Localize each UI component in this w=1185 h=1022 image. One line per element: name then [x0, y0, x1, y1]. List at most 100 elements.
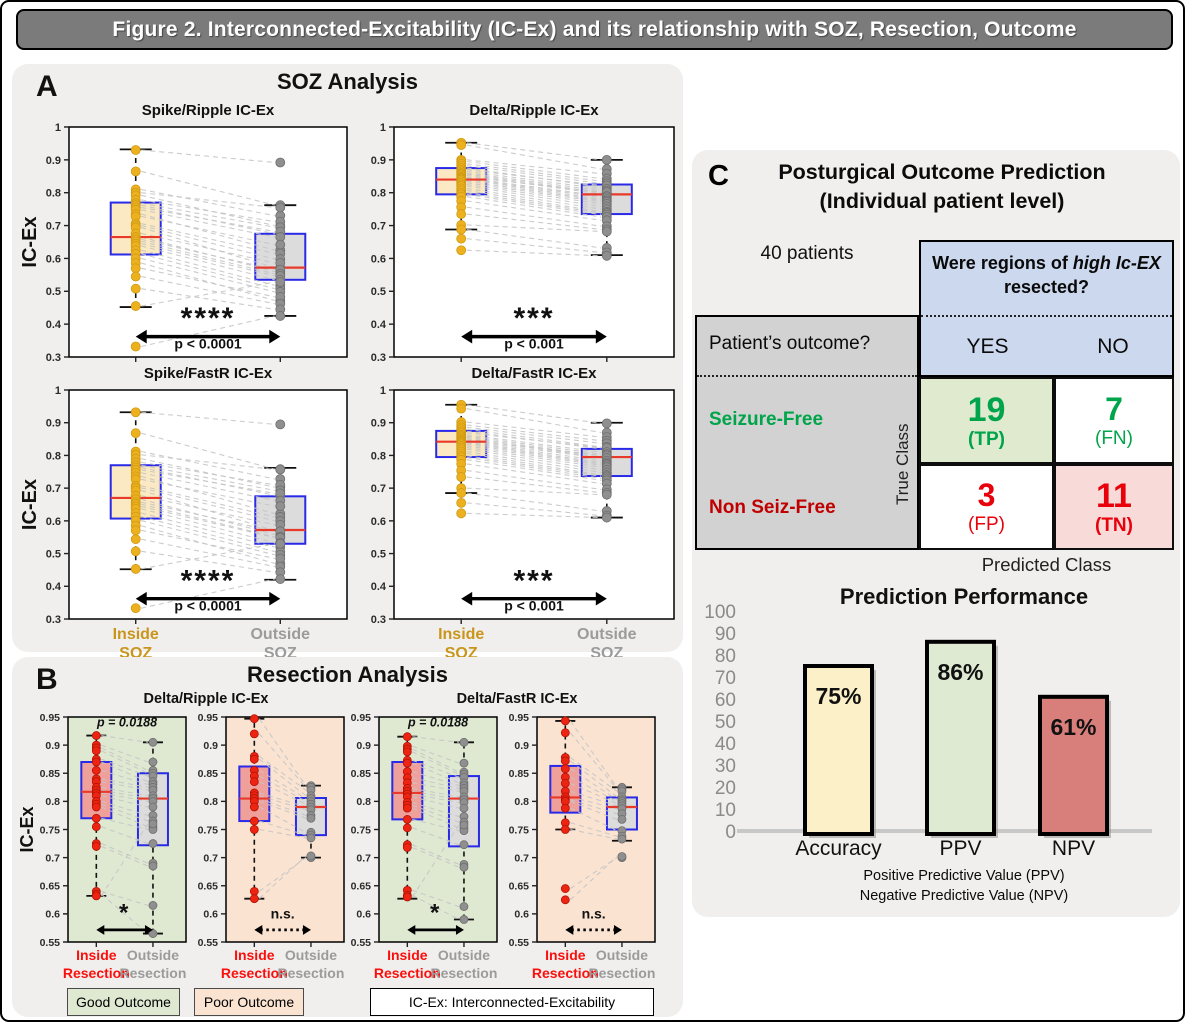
svg-text:Prediction Performance: Prediction Performance	[840, 584, 1088, 609]
bar-ppv: 86% PPV	[925, 639, 998, 860]
matrix-header-divider	[921, 315, 1172, 317]
svg-text:0.9: 0.9	[46, 418, 61, 430]
figure-title-bar: Figure 2. Interconnected-Excitability (I…	[16, 9, 1173, 50]
svg-text:Resection: Resection	[532, 965, 599, 981]
tn-tag: (TN)	[1095, 515, 1133, 537]
fp-tag: (FP)	[968, 514, 1005, 536]
svg-text:p < 0.0001: p < 0.0001	[174, 335, 242, 351]
svg-text:Spike/Ripple IC-Ex: Spike/Ripple IC-Ex	[142, 102, 275, 119]
svg-text:0.9: 0.9	[356, 740, 371, 752]
svg-text:0.85: 0.85	[198, 768, 219, 780]
panel-b-resection-analysis: B Resection Analysis 0.95 0.9 0.85 0.8 0.75 0…	[12, 657, 683, 1017]
svg-text:*: *	[430, 899, 441, 926]
svg-text:0.95: 0.95	[509, 712, 530, 724]
matrix-cell-tn: 11 (TN)	[1054, 464, 1174, 550]
svg-text:****: ****	[181, 564, 236, 597]
svg-text:n.s.: n.s.	[271, 905, 295, 921]
svg-text:0.8: 0.8	[371, 188, 386, 200]
tp-tag: (TP)	[968, 428, 1005, 450]
svg-text:0.6: 0.6	[46, 253, 61, 265]
svg-text:0.75: 0.75	[509, 824, 530, 836]
matrix-cell-tp: 19 (TP)	[919, 377, 1054, 464]
svg-text:0.65: 0.65	[351, 881, 372, 893]
svg-text:***: ***	[513, 564, 554, 597]
svg-text:0.4: 0.4	[46, 319, 62, 331]
svg-text:0.65: 0.65	[509, 881, 530, 893]
svg-text:Outside: Outside	[596, 947, 648, 963]
subplot-soz-delta-fastr: 1 0.9 0.8 0.7 0.6 0.5 0.4 0.3 Delta/FastR IC-Ex *…	[371, 365, 675, 662]
svg-text:0.3: 0.3	[371, 614, 386, 626]
matrix-row-question: Patient’s outcome?	[709, 333, 871, 354]
legend-good-outcome: Good Outcome	[67, 988, 180, 1016]
svg-text:70: 70	[715, 668, 736, 689]
subplot-resection-delta-ripple-poor: 0.95 0.9 0.85 0.8 0.75 0.7 0.65 0.6 0.55 n.s. Insi…	[198, 712, 345, 981]
svg-text:Inside: Inside	[113, 626, 159, 643]
svg-text:1: 1	[380, 385, 386, 397]
svg-text:PPV: PPV	[939, 837, 981, 860]
matrix-cell-fp: 3 (FP)	[919, 464, 1054, 550]
svg-text:Inside: Inside	[438, 626, 484, 643]
svg-text:0.65: 0.65	[40, 881, 61, 893]
svg-text:Outside: Outside	[577, 626, 637, 643]
panel-c-label: C	[708, 160, 729, 192]
svg-text:Resection: Resection	[374, 965, 441, 981]
figure-title-text: Figure 2. Interconnected-Excitability (I…	[112, 17, 1077, 41]
svg-text:0.8: 0.8	[203, 796, 218, 808]
svg-text:0.6: 0.6	[356, 909, 371, 921]
soz-boxplots-svg: 1 0.9 0.8 0.7 0.6 0.5 0.4 0.3 Spike/Ripple IC-Ex…	[19, 102, 675, 662]
svg-text:Inside: Inside	[387, 947, 428, 963]
svg-text:0.7: 0.7	[203, 852, 218, 864]
svg-text:80: 80	[715, 646, 736, 667]
svg-text:p < 0.001: p < 0.001	[504, 597, 564, 613]
svg-text:0.85: 0.85	[351, 768, 372, 780]
patients-count: 40 patients	[760, 243, 854, 264]
true-class-axis-label: True Class	[893, 423, 912, 506]
svg-text:0.5: 0.5	[371, 549, 386, 561]
svg-text:0.75: 0.75	[198, 824, 219, 836]
subplot-soz-spike-ripple: 1 0.9 0.8 0.7 0.6 0.5 0.4 0.3 Spike/Ripple IC-Ex…	[46, 102, 348, 364]
svg-text:0.8: 0.8	[371, 450, 386, 462]
svg-text:0.55: 0.55	[509, 937, 530, 949]
svg-text:Delta/Ripple IC-Ex: Delta/Ripple IC-Ex	[144, 691, 269, 707]
svg-text:*: *	[119, 899, 130, 926]
svg-text:0.6: 0.6	[45, 909, 60, 921]
svg-text:0.8: 0.8	[45, 796, 60, 808]
svg-text:***: ***	[513, 302, 554, 335]
svg-text:****: ****	[181, 302, 236, 335]
svg-text:Spike/FastR IC-Ex: Spike/FastR IC-Ex	[144, 365, 273, 382]
subplot-soz-delta-ripple: 1 0.9 0.8 0.7 0.6 0.5 0.4 0.3 Delta/Ripple IC-Ex…	[371, 102, 675, 364]
matrix-col-no: NO	[1097, 335, 1129, 358]
svg-text:p = 0.0188: p = 0.0188	[96, 715, 157, 729]
matrix-predictor-header: Were regions of high Ic-EX resected? YES…	[919, 240, 1174, 377]
svg-text:0.4: 0.4	[371, 581, 387, 593]
svg-text:0.5: 0.5	[46, 286, 61, 298]
panel-a-heading: SOZ Analysis	[276, 69, 418, 94]
svg-text:Resection: Resection	[588, 965, 655, 981]
svg-text:40: 40	[715, 734, 736, 755]
tp-value: 19	[967, 390, 1006, 429]
bar-npv: 61% NPV	[1038, 694, 1111, 860]
svg-text:60: 60	[715, 690, 736, 711]
prediction-performance-bar-chart: Prediction Performance 010203040506070809…	[704, 584, 1152, 904]
svg-text:100: 100	[704, 602, 736, 623]
matrix-col-yes: YES	[966, 335, 1009, 358]
panel-c-outcome-prediction: C Posturgical Outcome Prediction (Indivi…	[692, 150, 1180, 917]
svg-text:Delta/FastR IC-Ex: Delta/FastR IC-Ex	[471, 365, 597, 382]
panel-c-title-line1: Posturgical Outcome Prediction	[778, 160, 1106, 184]
svg-text:Outside: Outside	[285, 947, 337, 963]
svg-text:0.7: 0.7	[514, 852, 529, 864]
svg-text:0.6: 0.6	[514, 909, 529, 921]
svg-text:0.6: 0.6	[203, 909, 218, 921]
matrix-cell-fn: 7 (FN)	[1054, 377, 1174, 464]
svg-text:0.6: 0.6	[371, 516, 386, 528]
svg-text:1: 1	[380, 122, 386, 134]
svg-text:0.55: 0.55	[40, 937, 61, 949]
svg-text:0.55: 0.55	[198, 937, 219, 949]
resection-boxplots-svg: 0.95 0.9 0.85 0.8 0.75 0.7 0.65 0.6 0.55 p = 0.01…	[17, 691, 656, 981]
matrix-row-divider	[697, 375, 917, 377]
svg-text:0.95: 0.95	[198, 712, 219, 724]
subplot-resection-delta-fastr-good: 0.95 0.9 0.85 0.8 0.75 0.7 0.65 0.6 0.55 p = 0.01…	[351, 712, 498, 981]
svg-text:Resection: Resection	[221, 965, 288, 981]
svg-text:0.9: 0.9	[45, 740, 60, 752]
